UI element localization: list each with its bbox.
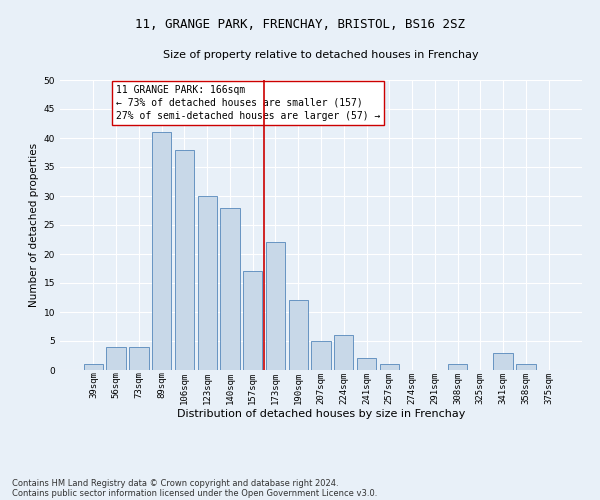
Text: Contains public sector information licensed under the Open Government Licence v3: Contains public sector information licen… [12, 488, 377, 498]
Bar [357, 358, 376, 370]
Bar [380, 364, 399, 370]
Bar [266, 242, 285, 370]
Bar [84, 364, 103, 370]
Bar [243, 272, 262, 370]
Text: 11, GRANGE PARK, FRENCHAY, BRISTOL, BS16 2SZ: 11, GRANGE PARK, FRENCHAY, BRISTOL, BS16… [135, 18, 465, 30]
Title: Size of property relative to detached houses in Frenchay: Size of property relative to detached ho… [163, 50, 479, 60]
Bar [129, 347, 149, 370]
Bar [289, 300, 308, 370]
Bar [220, 208, 239, 370]
Bar [493, 352, 513, 370]
Bar [175, 150, 194, 370]
X-axis label: Distribution of detached houses by size in Frenchay: Distribution of detached houses by size … [177, 409, 465, 419]
Bar [311, 341, 331, 370]
Text: 11 GRANGE PARK: 166sqm
← 73% of detached houses are smaller (157)
27% of semi-de: 11 GRANGE PARK: 166sqm ← 73% of detached… [116, 84, 380, 121]
Bar [448, 364, 467, 370]
Text: Contains HM Land Registry data © Crown copyright and database right 2024.: Contains HM Land Registry data © Crown c… [12, 478, 338, 488]
Bar [152, 132, 172, 370]
Y-axis label: Number of detached properties: Number of detached properties [29, 143, 40, 307]
Bar [516, 364, 536, 370]
Bar [197, 196, 217, 370]
Bar [106, 347, 126, 370]
Bar [334, 335, 353, 370]
